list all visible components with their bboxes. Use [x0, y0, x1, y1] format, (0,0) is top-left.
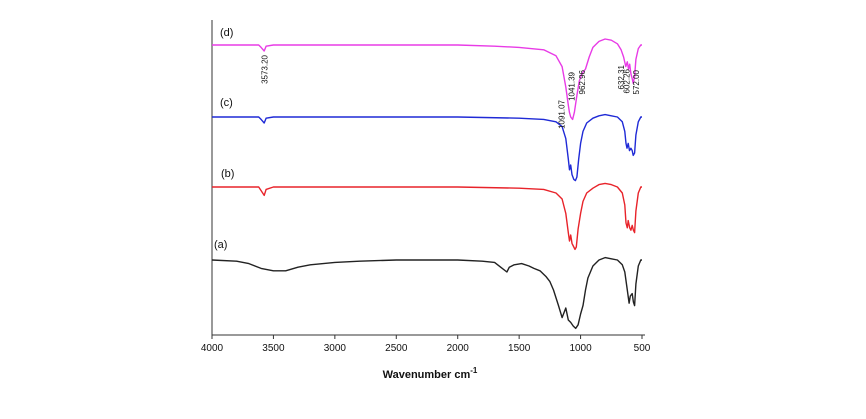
x-tick-label-4000: 4000 [201, 343, 224, 354]
peak-annotation-962-96: 962.96 [578, 69, 587, 94]
plot-area [211, 20, 645, 336]
peak-annotation-1041-39: 1041.39 [568, 71, 577, 100]
x-axis-title: Wavenumber cm-1 [383, 366, 478, 381]
peak-annotation-602-26: 602.26 [623, 68, 632, 93]
series-line-c [212, 113, 642, 182]
x-tick-label-1000: 1000 [569, 343, 592, 354]
series-line-b [212, 182, 642, 251]
x-axis-title-superscript: -1 [470, 366, 478, 375]
x-tick-label-1500: 1500 [508, 343, 531, 354]
x-axis-title-text: Wavenumber cm [383, 369, 471, 381]
peak-annotation-572-00: 572.00 [632, 69, 641, 94]
series-label-d: (d) [220, 27, 233, 39]
x-axis-ticks: 4000 3500 3000 2500 2000 1500 1000 500 [201, 335, 651, 354]
x-tick-label-500: 500 [634, 343, 651, 354]
spectra-traces [211, 38, 642, 330]
peak-annotation-632-31: 632.31 [617, 64, 626, 89]
x-tick-label-3000: 3000 [324, 343, 347, 354]
series-line-d [212, 38, 642, 121]
x-tick-label-3500: 3500 [262, 343, 285, 354]
series-label-c: (c) [220, 97, 233, 109]
series-label-b: (b) [221, 168, 234, 180]
peak-annotations: 3573.20 1091.07 962.96 632.31 572.00 1041.39 6… [261, 54, 642, 128]
series-line-a [211, 256, 642, 330]
x-tick-label-2000: 2000 [447, 343, 470, 354]
series-label-a: (a) [214, 239, 227, 251]
peak-annotation-1091-07: 1091.07 [557, 99, 566, 128]
series-labels: (a) (b) (c) (d) [214, 27, 234, 251]
x-tick-label-2500: 2500 [385, 343, 408, 354]
peak-annotation-3573-20: 3573.20 [261, 54, 270, 83]
